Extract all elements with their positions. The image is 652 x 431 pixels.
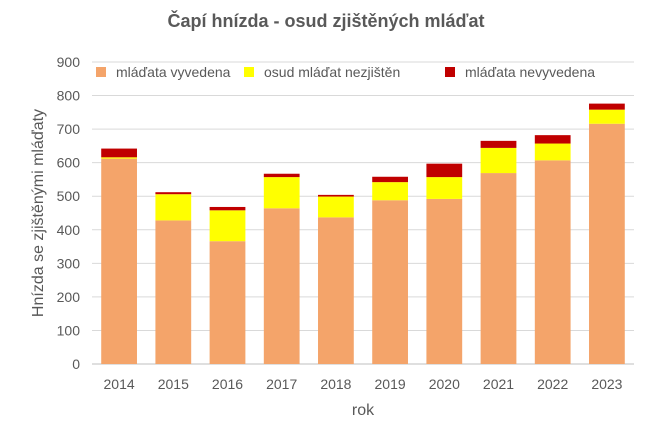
x-tick-label: 2020 (429, 376, 460, 392)
legend-label: mláďata nevyvedena (465, 64, 595, 80)
bar-segment (589, 103, 625, 110)
bar-segment (155, 194, 192, 221)
legend-swatch (445, 67, 455, 77)
y-tick-label: 300 (57, 255, 81, 271)
x-tick-label: 2015 (158, 376, 189, 392)
bar-segment (263, 173, 300, 178)
tick-labels: 0 100 200 300 400 500 600 700 800 900 2014 2015 2016… (57, 54, 623, 392)
bars (101, 103, 625, 365)
bar-segment (426, 198, 463, 364)
x-tick-label: 2018 (320, 376, 351, 392)
bar-segment (372, 176, 408, 183)
bar-segment (101, 148, 137, 158)
bar-segment (426, 177, 463, 199)
y-tick-label: 0 (72, 356, 80, 372)
x-axis-label: rok (352, 402, 375, 419)
bar-segment (534, 143, 571, 161)
bar-segment (534, 160, 571, 364)
legend-label: mláďata vyvedena (116, 64, 231, 80)
legend-swatch (96, 67, 106, 77)
x-tick-label: 2016 (212, 376, 243, 392)
bar-segment (263, 177, 300, 209)
bar-segment (263, 208, 300, 364)
bar-segment (534, 135, 571, 144)
y-tick-label: 100 (57, 322, 81, 338)
y-tick-label: 400 (57, 222, 81, 238)
bar-segment (209, 206, 246, 211)
bar-segment (209, 210, 246, 242)
bar-segment (426, 163, 463, 178)
y-tick-label: 500 (57, 188, 81, 204)
bar-segment (372, 200, 408, 364)
bar-segment (318, 194, 354, 197)
x-tick-label: 2014 (104, 376, 135, 392)
bar-segment (318, 217, 354, 364)
y-tick-label: 900 (57, 54, 81, 70)
y-axis-label: Hnízda se zjištěnými mláďaty (30, 109, 47, 317)
legend-swatch (244, 67, 254, 77)
x-tick-label: 2023 (591, 376, 622, 392)
y-tick-label: 200 (57, 289, 81, 305)
bar-segment (589, 109, 625, 124)
x-tick-label: 2019 (375, 376, 406, 392)
y-tick-label: 700 (57, 121, 81, 137)
y-tick-label: 600 (57, 155, 81, 171)
legend-label: osud mláďat nezjištěn (264, 64, 400, 80)
bar-segment (589, 123, 625, 365)
legend: mláďata vyvedena osud mláďat nezjištěn mlá… (96, 64, 595, 80)
x-tick-label: 2017 (266, 376, 297, 392)
bar-segment (155, 192, 192, 195)
x-tick-label: 2021 (483, 376, 514, 392)
bar-segment (480, 173, 517, 364)
chart-title: Čapí hnízda - osud zjištěných mláďat (168, 10, 485, 31)
bar-segment (480, 140, 517, 148)
bar-segment (480, 147, 517, 174)
bar-segment (209, 241, 246, 364)
x-tick-label: 2022 (537, 376, 568, 392)
bar-segment (101, 157, 137, 159)
bar-segment (101, 158, 137, 364)
y-tick-label: 800 (57, 88, 81, 104)
bar-segment (155, 220, 192, 364)
bar-segment (318, 196, 354, 218)
bar-segment (372, 182, 408, 201)
